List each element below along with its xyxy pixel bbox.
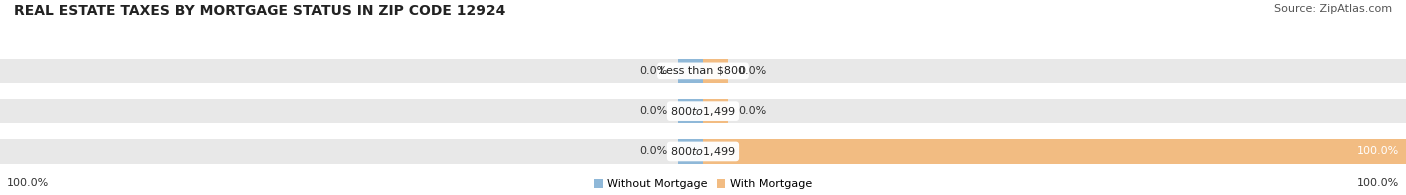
Bar	[703, 139, 1406, 164]
Bar	[678, 139, 703, 164]
Bar	[678, 99, 703, 123]
Text: 0.0%: 0.0%	[738, 66, 766, 76]
Text: 100.0%: 100.0%	[1357, 178, 1399, 188]
Text: Source: ZipAtlas.com: Source: ZipAtlas.com	[1274, 4, 1392, 14]
Bar	[703, 59, 728, 83]
Bar	[703, 99, 1406, 123]
Text: 0.0%: 0.0%	[640, 106, 668, 116]
Legend: Without Mortgage, With Mortgage: Without Mortgage, With Mortgage	[593, 179, 813, 190]
Bar	[703, 99, 728, 123]
Text: $800 to $1,499: $800 to $1,499	[671, 145, 735, 158]
Text: 100.0%: 100.0%	[1357, 146, 1399, 156]
Bar	[703, 139, 1406, 164]
Text: 0.0%: 0.0%	[738, 106, 766, 116]
Text: 0.0%: 0.0%	[640, 146, 668, 156]
Text: 0.0%: 0.0%	[640, 66, 668, 76]
Bar	[0, 99, 703, 123]
Bar	[0, 59, 703, 83]
Bar	[703, 59, 1406, 83]
Text: REAL ESTATE TAXES BY MORTGAGE STATUS IN ZIP CODE 12924: REAL ESTATE TAXES BY MORTGAGE STATUS IN …	[14, 4, 505, 18]
Bar	[0, 139, 703, 164]
Text: $800 to $1,499: $800 to $1,499	[671, 105, 735, 118]
Text: 100.0%: 100.0%	[7, 178, 49, 188]
Text: Less than $800: Less than $800	[661, 66, 745, 76]
Bar	[678, 59, 703, 83]
